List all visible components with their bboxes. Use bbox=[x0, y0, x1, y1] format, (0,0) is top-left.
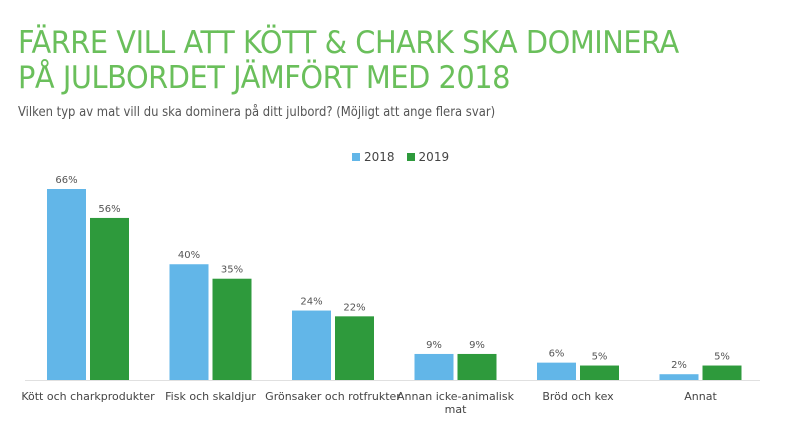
bar-2019-0 bbox=[90, 217, 129, 380]
data-label-2018-3: 9% bbox=[426, 340, 442, 351]
bar-2018-0 bbox=[47, 189, 86, 380]
title-line-1: FÄRRE VILL ATT KÖTT & CHARK SKA DOMINERA bbox=[18, 25, 679, 61]
bar-2018-4 bbox=[537, 362, 576, 380]
legend-swatch-2019 bbox=[406, 153, 415, 161]
data-label-2018-0: 66% bbox=[55, 175, 77, 186]
data-label-2018-2: 24% bbox=[300, 297, 322, 308]
legend-swatch-2018 bbox=[352, 153, 360, 161]
category-label-3: mat bbox=[445, 403, 467, 416]
legend-item-2018: 2018 bbox=[352, 150, 395, 164]
data-label-2019-4: 5% bbox=[592, 352, 608, 363]
category-label-3: Annan icke-animalisk bbox=[397, 390, 515, 403]
category-label-0: Kött och charkprodukter bbox=[21, 390, 155, 403]
data-label-2019-1: 35% bbox=[221, 265, 243, 276]
data-label-2019-5: 5% bbox=[714, 352, 730, 363]
category-label-2: Grönsaker och rotfrukter bbox=[265, 390, 401, 403]
legend-label-2018: 2018 bbox=[364, 150, 395, 164]
data-label-2018-1: 40% bbox=[178, 250, 200, 261]
legend-item-2019: 2019 bbox=[406, 150, 450, 164]
bar-2019-4 bbox=[580, 365, 619, 380]
bar-2019-1 bbox=[212, 278, 252, 380]
legend: 2018 2019 bbox=[352, 150, 461, 164]
bar-2019-5 bbox=[702, 365, 742, 380]
bar-2019-3 bbox=[457, 353, 497, 380]
data-label-2018-4: 6% bbox=[549, 349, 565, 360]
bar-2018-1 bbox=[169, 264, 209, 380]
title-line-2: PÅ JULBORDET JÄMFÖRT MED 2018 bbox=[18, 60, 511, 96]
data-label-2019-2: 22% bbox=[343, 302, 365, 313]
bar-2018-5 bbox=[659, 374, 699, 380]
legend-label-2019: 2019 bbox=[418, 150, 450, 164]
bar-2018-3 bbox=[414, 353, 454, 380]
data-label-2018-5: 2% bbox=[671, 360, 687, 371]
bar-2019-2 bbox=[335, 316, 374, 380]
chart-title: FÄRRE VILL ATT KÖTT & CHARK SKA DOMINERA… bbox=[18, 26, 679, 96]
category-label-5: Annat bbox=[684, 390, 717, 403]
chart-subtitle: Vilken typ av mat vill du ska dominera p… bbox=[18, 104, 496, 120]
data-label-2019-0: 56% bbox=[98, 204, 120, 215]
bar-2018-2 bbox=[292, 310, 331, 380]
category-label-1: Fisk och skaldjur bbox=[165, 390, 256, 403]
data-label-2019-3: 9% bbox=[469, 340, 485, 351]
category-label-4: Bröd och kex bbox=[542, 390, 614, 403]
